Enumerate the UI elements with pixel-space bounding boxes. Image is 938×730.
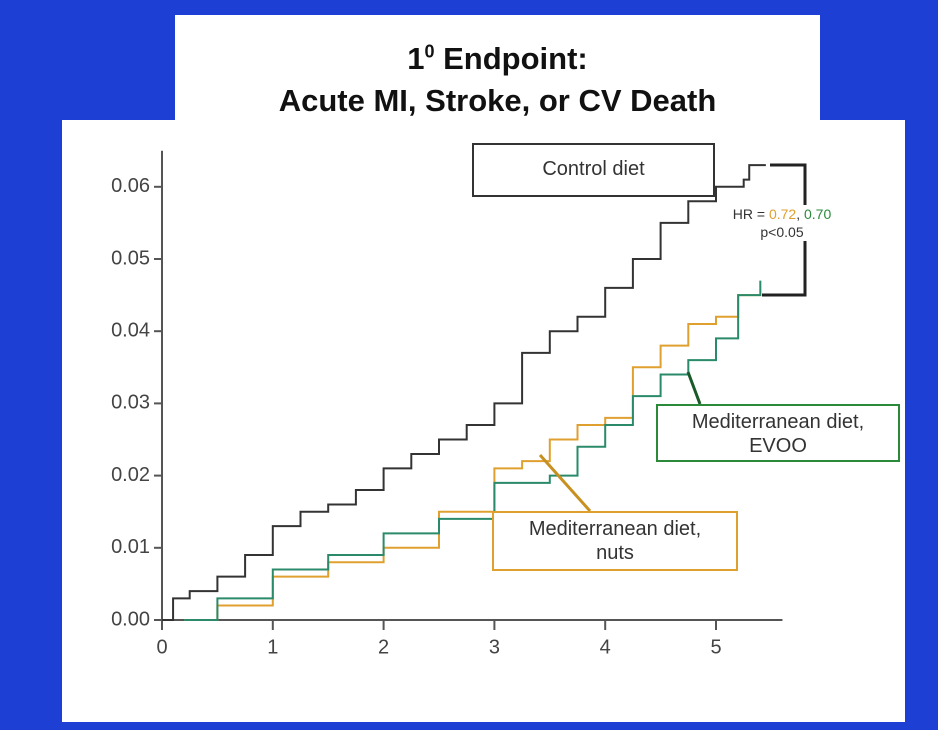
y-tick-label: 0.03 — [111, 392, 150, 414]
label-nuts: Mediterranean diet, nuts — [492, 511, 738, 571]
y-tick-label: 0.06 — [111, 175, 150, 197]
hr-line: HR = 0.72, 0.70 — [722, 205, 842, 223]
label-control: Control diet — [472, 143, 715, 197]
x-tick-label: 4 — [600, 636, 611, 658]
callout-nuts — [538, 454, 592, 512]
callout-evoo — [686, 371, 702, 405]
x-tick-label: 0 — [156, 636, 167, 658]
title-number: 1 — [407, 41, 425, 76]
label-evoo: Mediterranean diet, EVOO — [656, 404, 900, 462]
y-tick-label: 0.01 — [111, 536, 150, 558]
y-tick-label: 0.04 — [111, 319, 150, 341]
title-line-2: Acute MI, Stroke, or CV Death — [278, 83, 717, 118]
series-line — [184, 294, 761, 621]
title-superscript: 0 — [424, 41, 435, 62]
y-tick-label: 0.00 — [111, 608, 150, 630]
hr-prefix: HR = — [732, 206, 766, 222]
x-tick-label: 1 — [267, 636, 278, 658]
y-tick-label: 0.02 — [111, 464, 150, 486]
x-tick-label: 5 — [710, 636, 721, 658]
p-value: p<0.05 — [760, 224, 804, 240]
x-tick-label: 3 — [489, 636, 500, 658]
series-line — [162, 164, 766, 621]
series-line — [184, 280, 762, 621]
hr-evoo: 0.70 — [803, 206, 832, 222]
hr-nuts: 0.72 — [768, 206, 797, 222]
title: Endpoint: — [443, 41, 588, 76]
title-box: 10 Endpoint: Acute MI, Stroke, or CV Dea… — [175, 15, 820, 125]
x-tick-label: 2 — [378, 636, 389, 658]
y-tick-label: 0.05 — [111, 247, 150, 269]
hr-separator: , — [796, 206, 801, 222]
title-line-1: 10 Endpoint: — [175, 41, 820, 77]
hr-annotation: HR = 0.72, 0.70 p<0.05 — [722, 205, 842, 241]
